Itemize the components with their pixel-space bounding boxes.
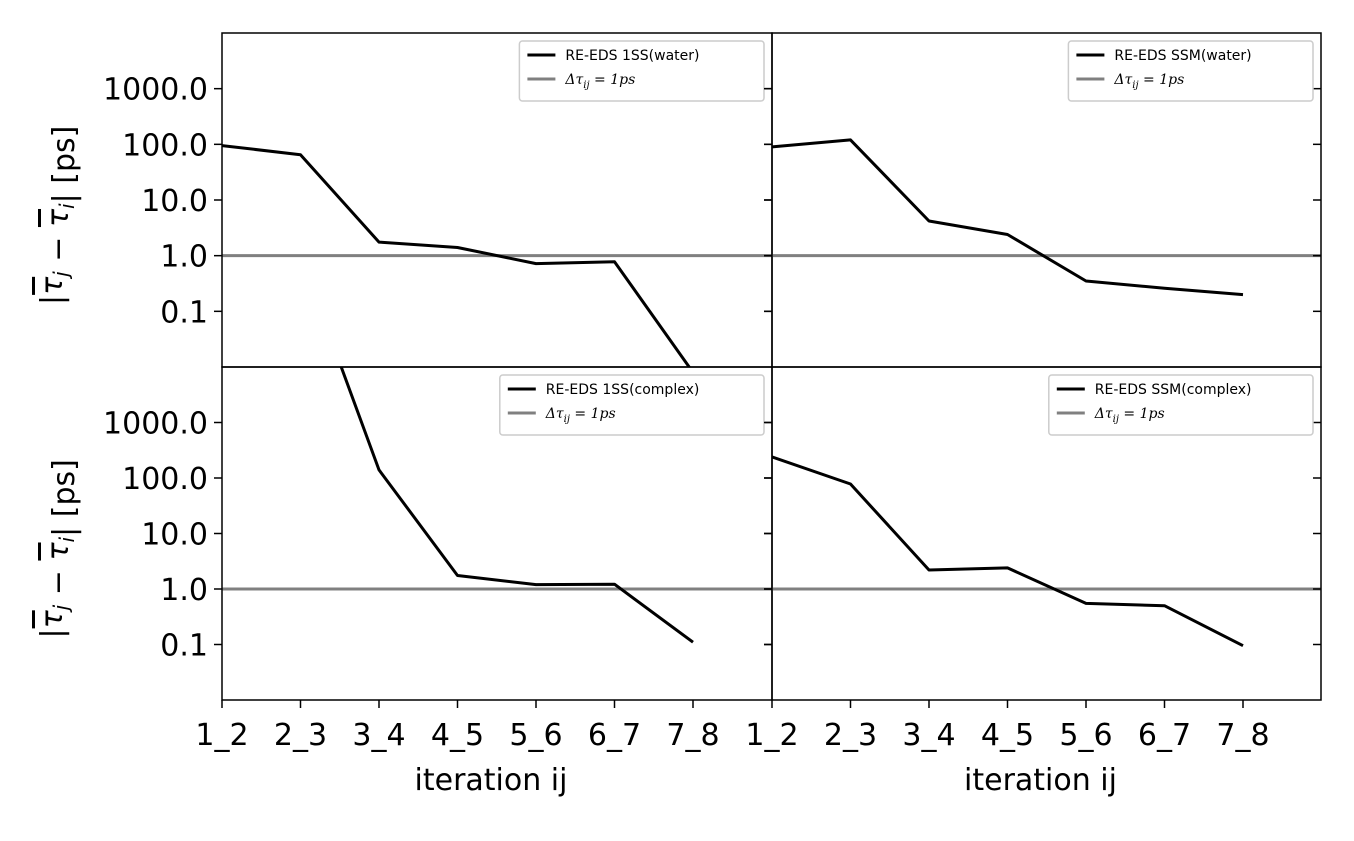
- series-line: [339, 367, 694, 644]
- legend-ref-rhs: = 1ps: [590, 72, 636, 88]
- legend-box: [1067, 40, 1314, 102]
- x-tick-label: 4_5: [431, 718, 484, 753]
- y-axis-label-part: i: [55, 203, 79, 209]
- legend-label-series: RE-EDS 1SS(complex): [546, 382, 700, 398]
- y-axis-label-part: τ: [35, 276, 70, 295]
- x-tick-label: 5_6: [509, 718, 562, 753]
- y-axis-label-part: |: [47, 517, 82, 537]
- legend-ref-lhs: Δτ: [545, 406, 564, 422]
- x-tick-label: 3_4: [352, 718, 405, 753]
- legend-ref-lhs: Δτ: [1094, 406, 1113, 422]
- x-tick-label: 2_3: [824, 718, 877, 753]
- y-tick-label: 100.0: [122, 462, 208, 497]
- legend: RE-EDS SSM(complex) Δτij = 1ps: [1048, 374, 1314, 436]
- panel-bottom-right: 1_2 2_3 3_4 4_5 5_6 6_7 7_8 iteration ij RE-EDS …: [745, 366, 1322, 798]
- legend-ref-rhs: = 1ps: [1139, 72, 1185, 88]
- y-axis-label-part: i: [55, 536, 79, 542]
- legend-label-series: RE-EDS SSM(water): [1114, 48, 1251, 64]
- legend-ref-lhs: Δτ: [1113, 72, 1132, 88]
- y-tick-label: 0.1: [160, 295, 208, 330]
- x-tick-label: 1_2: [195, 718, 248, 753]
- y-axis-label-part: τ: [41, 208, 76, 227]
- x-tick-label: 7_8: [666, 718, 719, 753]
- legend: RE-EDS 1SS(complex) Δτij = 1ps: [499, 374, 765, 436]
- x-tick-label: 1_2: [745, 718, 798, 753]
- y-axis-label-unit: [ps]: [47, 126, 82, 184]
- y-axis-label-part: −: [41, 227, 76, 271]
- y-axis-label-unit: [ps]: [47, 459, 82, 517]
- legend-label-reference: Δτij = 1ps: [1094, 406, 1165, 425]
- legend-ref-lhs: Δτ: [564, 72, 583, 88]
- legend-ref-rhs: = 1ps: [1119, 406, 1165, 422]
- y-tick-label: 1000.0: [103, 73, 208, 108]
- series-line: [772, 455, 1244, 648]
- legend-ref-sub: ij: [583, 80, 589, 91]
- y-tick-label: 1000.0: [103, 407, 208, 442]
- legend-label-reference: Δτij = 1ps: [545, 406, 616, 425]
- legend-label-reference: Δτij = 1ps: [564, 72, 635, 91]
- y-tick-label: 10.0: [141, 184, 208, 219]
- x-tick-label: 3_4: [902, 718, 955, 753]
- y-axis-label-part: |: [47, 184, 82, 204]
- legend-label-reference: Δτij = 1ps: [1113, 72, 1184, 91]
- legend-label-series: RE-EDS SSM(complex): [1095, 382, 1252, 398]
- x-tick-label: 7_8: [1216, 718, 1269, 753]
- legend-box: [1048, 374, 1314, 436]
- series-line: [772, 138, 1244, 297]
- y-axis-label-part: τ: [35, 609, 70, 628]
- legend-ref-sub: ij: [1132, 80, 1138, 91]
- x-tick-label: 5_6: [1059, 718, 1112, 753]
- x-tick-label: 6_7: [588, 718, 641, 753]
- legend-box: [518, 40, 765, 102]
- y-tick-label: 10.0: [141, 518, 208, 553]
- legend: RE-EDS SSM(water) Δτij = 1ps: [1067, 40, 1314, 102]
- series-line: [222, 144, 692, 367]
- x-axis-label: iteration ij: [415, 763, 568, 798]
- y-tick-label: 1.0: [160, 573, 208, 608]
- legend-ref-sub: ij: [564, 414, 570, 425]
- x-tick-label: 2_3: [274, 718, 327, 753]
- legend-box: [499, 374, 765, 436]
- x-tick-label: 6_7: [1138, 718, 1191, 753]
- x-tick-label: 4_5: [981, 718, 1034, 753]
- y-axis-label-part: j: [49, 271, 73, 280]
- legend-ref-sub: ij: [1113, 414, 1119, 425]
- x-axis-label: iteration ij: [964, 763, 1117, 798]
- y-axis-label-part: τ: [41, 542, 76, 561]
- y-tick-label: 0.1: [160, 629, 208, 664]
- legend: RE-EDS 1SS(water) Δτij = 1ps: [518, 40, 765, 102]
- y-axis-label-part: j: [49, 604, 73, 613]
- panel-top-right: RE-EDS SSM(water) Δτij = 1ps: [764, 32, 1322, 368]
- y-axis-label-part: −: [41, 561, 76, 605]
- legend-label-series: RE-EDS 1SS(water): [565, 48, 699, 64]
- legend-ref-rhs: = 1ps: [570, 406, 616, 422]
- y-tick-label: 100.0: [122, 128, 208, 163]
- panel-frame: [771, 366, 1322, 701]
- y-tick-label: 1.0: [160, 240, 208, 275]
